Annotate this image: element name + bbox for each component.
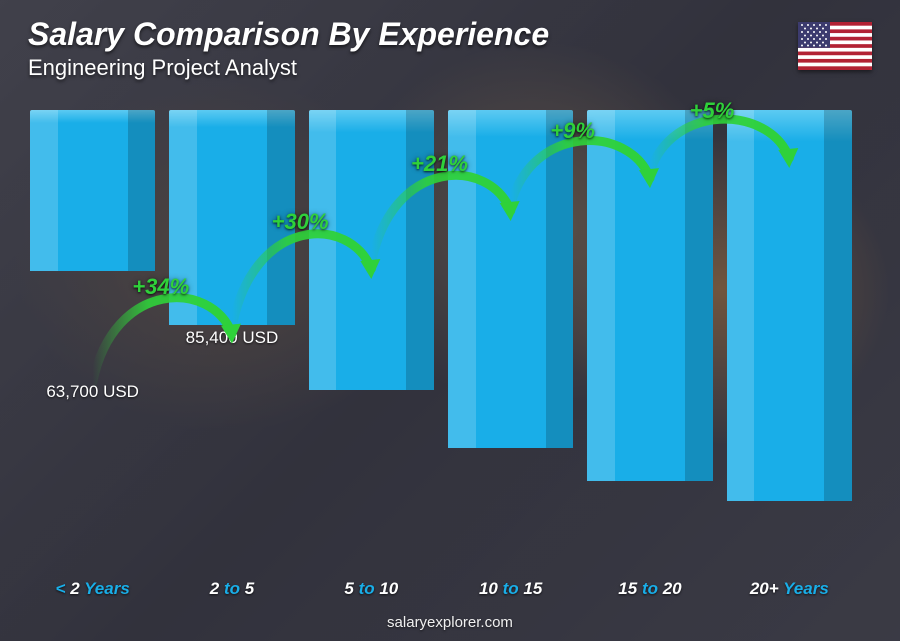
chart-area: 63,700 USD85,400 USD111,000 USD134,000 U… xyxy=(30,110,852,599)
value-label: 85,400 USD xyxy=(144,328,319,348)
category-label: < 2 Years xyxy=(30,579,155,599)
bar xyxy=(30,110,155,271)
bar xyxy=(587,110,712,481)
category-label: 2 to 5 xyxy=(169,579,294,599)
bar xyxy=(169,110,294,325)
us-flag-icon xyxy=(798,22,872,70)
bar-slot: 111,000 USD xyxy=(309,110,434,571)
bar xyxy=(727,110,852,501)
bar-slot: 147,000 USD xyxy=(587,110,712,571)
value-label: 63,700 USD xyxy=(5,382,180,402)
bar xyxy=(309,110,434,390)
infographic-canvas: Salary Comparison By Experience Engineer… xyxy=(0,0,900,641)
page-subtitle: Engineering Project Analyst xyxy=(28,55,549,81)
bar-slot: 155,000 USD xyxy=(727,110,852,571)
bar xyxy=(448,110,573,448)
bar-slot: 85,400 USD xyxy=(169,110,294,571)
title-block: Salary Comparison By Experience Engineer… xyxy=(28,16,549,81)
category-label: 5 to 10 xyxy=(309,579,434,599)
category-row: < 2 Years 2 to 5 5 to 10 10 to 15 15 to 20 20… xyxy=(30,579,852,599)
category-label: 10 to 15 xyxy=(448,579,573,599)
category-label: 20+ Years xyxy=(727,579,852,599)
bars-row: 63,700 USD85,400 USD111,000 USD134,000 U… xyxy=(30,110,852,571)
bar-slot: 134,000 USD xyxy=(448,110,573,571)
page-title: Salary Comparison By Experience xyxy=(28,16,549,53)
bar-slot: 63,700 USD xyxy=(30,110,155,571)
category-label: 15 to 20 xyxy=(587,579,712,599)
source-link: salaryexplorer.com xyxy=(0,614,900,631)
